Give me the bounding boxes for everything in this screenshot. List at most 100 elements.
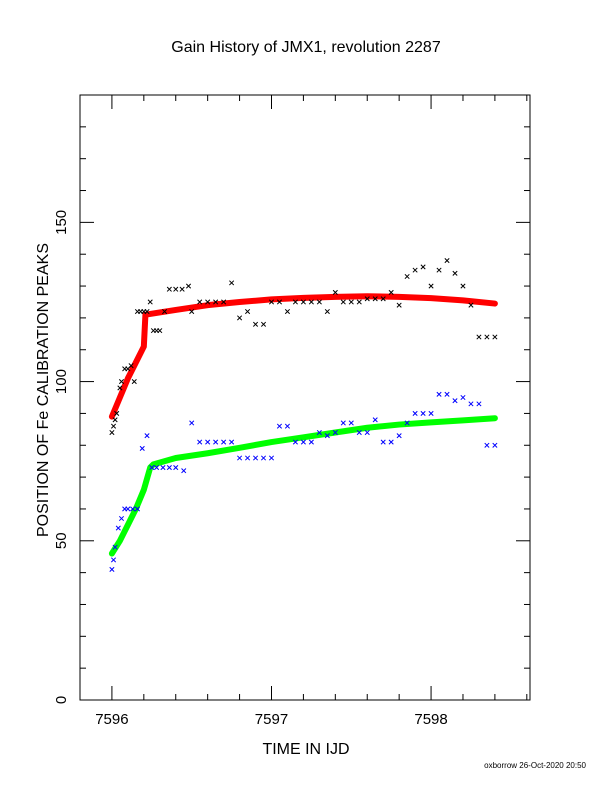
data-point-0 (388, 289, 394, 295)
data-point-0 (128, 363, 134, 369)
data-point-1 (468, 401, 474, 407)
data-point-1 (197, 439, 203, 445)
data-point-0 (189, 308, 195, 315)
x-axis-label: TIME IN IJD (262, 741, 349, 758)
y-tick-label: 100 (53, 369, 70, 394)
data-point-1 (308, 439, 314, 445)
data-point-0 (468, 302, 474, 308)
data-point-0 (492, 334, 498, 340)
data-point-1 (316, 429, 322, 436)
data-point-1 (324, 433, 330, 439)
data-point-0 (118, 379, 125, 385)
x-tick-label: 7596 (95, 711, 128, 728)
data-point-1 (340, 420, 346, 426)
data-point-0 (117, 385, 123, 391)
data-point-1 (112, 544, 118, 550)
data-point-0 (300, 299, 306, 305)
data-point-0 (213, 299, 219, 305)
data-point-1 (276, 423, 283, 429)
y-tick-label: 150 (53, 210, 70, 235)
data-point-1 (237, 455, 243, 461)
data-point-1 (492, 442, 498, 448)
data-point-1 (476, 401, 482, 407)
data-point-1 (412, 410, 418, 416)
data-point-0 (110, 423, 117, 429)
data-point-0 (268, 299, 275, 305)
data-point-0 (244, 308, 251, 315)
data-point-1 (244, 455, 251, 461)
data-point-1 (173, 464, 179, 471)
data-point-1 (284, 423, 291, 429)
data-point-1 (229, 439, 235, 445)
data-point-0 (428, 283, 434, 289)
data-point-0 (348, 299, 354, 305)
data-point-0 (324, 308, 330, 315)
data-point-0 (162, 308, 168, 315)
data-point-1 (452, 398, 458, 404)
data-point-0 (412, 267, 418, 273)
data-point-0 (340, 299, 346, 305)
fit-line-1 (108, 415, 498, 557)
data-point-0 (131, 379, 137, 385)
data-point-1 (118, 515, 125, 522)
plot-frame (79, 94, 531, 701)
data-point-1 (292, 439, 298, 445)
footer-credit: oxborrow 26-Oct-2020 20:50 (484, 761, 586, 770)
data-point-1 (484, 442, 490, 448)
data-point-1 (166, 464, 172, 471)
data-point-1 (125, 506, 131, 512)
data-point-0 (144, 308, 150, 315)
data-point-1 (189, 420, 195, 426)
data-point-0 (179, 286, 185, 292)
data-point-1 (205, 439, 211, 445)
data-point-1 (260, 455, 267, 461)
data-point-0 (436, 267, 442, 273)
y-tick-label: 0 (53, 696, 70, 704)
data-point-0 (284, 308, 291, 315)
data-point-0 (372, 296, 378, 302)
data-point-0 (452, 270, 458, 276)
data-point-0 (308, 299, 314, 305)
data-point-1 (404, 420, 410, 426)
data-point-0 (114, 410, 120, 416)
data-point-0 (380, 296, 386, 302)
data-point-0 (221, 299, 227, 305)
data-point-0 (396, 302, 402, 308)
data-point-1 (300, 439, 306, 445)
data-point-1 (144, 433, 150, 439)
data-point-1 (154, 464, 160, 471)
data-point-0 (166, 286, 172, 292)
data-point-0 (205, 299, 211, 305)
data-point-1 (460, 394, 466, 401)
y-axis-label: POSITION OF Fe CALIBRATION PEAKS (35, 243, 52, 537)
data-point-1 (428, 410, 434, 416)
data-point-1 (134, 506, 141, 512)
data-point-1 (149, 464, 155, 471)
data-point-1 (356, 429, 362, 436)
data-point-1 (348, 420, 354, 426)
x-tick-label: 7598 (414, 711, 447, 728)
data-point-0 (109, 429, 115, 436)
data-point-0 (147, 299, 153, 305)
data-point-1 (221, 439, 227, 445)
data-point-1 (444, 391, 450, 397)
data-point-0 (332, 289, 338, 295)
data-point-1 (115, 525, 121, 531)
data-point-0 (420, 264, 426, 270)
data-point-0 (237, 315, 243, 321)
data-point-0 (197, 299, 203, 305)
data-point-0 (276, 299, 283, 305)
data-point-0 (229, 280, 235, 286)
data-point-1 (388, 439, 394, 445)
data-point-0 (185, 283, 192, 289)
data-point-0 (173, 286, 179, 292)
fit-line-0 (108, 293, 498, 420)
data-point-0 (157, 328, 163, 334)
data-point-1 (372, 417, 378, 423)
data-point-1 (364, 429, 370, 436)
data-point-1 (420, 410, 426, 416)
data-point-1 (110, 557, 117, 563)
data-point-1 (268, 455, 275, 461)
data-point-1 (396, 433, 402, 439)
